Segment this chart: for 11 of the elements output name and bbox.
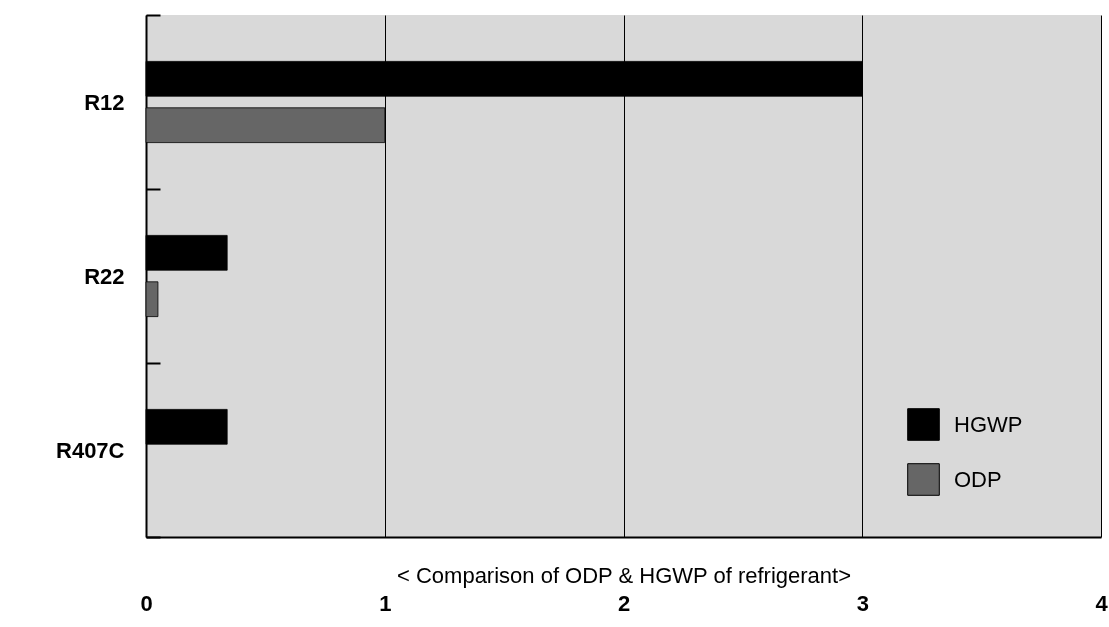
x-axis-title: < Comparison of ODP & HGWP of refrigerant> [396, 562, 852, 588]
y-tick-label: R12 [84, 89, 125, 115]
x-tick-label: 4 [1095, 590, 1109, 616]
y-tick-label: R22 [84, 263, 125, 289]
x-tick-label: 2 [617, 590, 631, 616]
x-tick-label: 0 [140, 590, 153, 616]
x-tick-label: 3 [856, 590, 869, 616]
x-tick-label: 1 [379, 590, 392, 616]
y-tick-label: R407C [56, 437, 125, 463]
legend-label: ODP [954, 466, 1002, 492]
legend-label: HGWP [954, 411, 1023, 437]
